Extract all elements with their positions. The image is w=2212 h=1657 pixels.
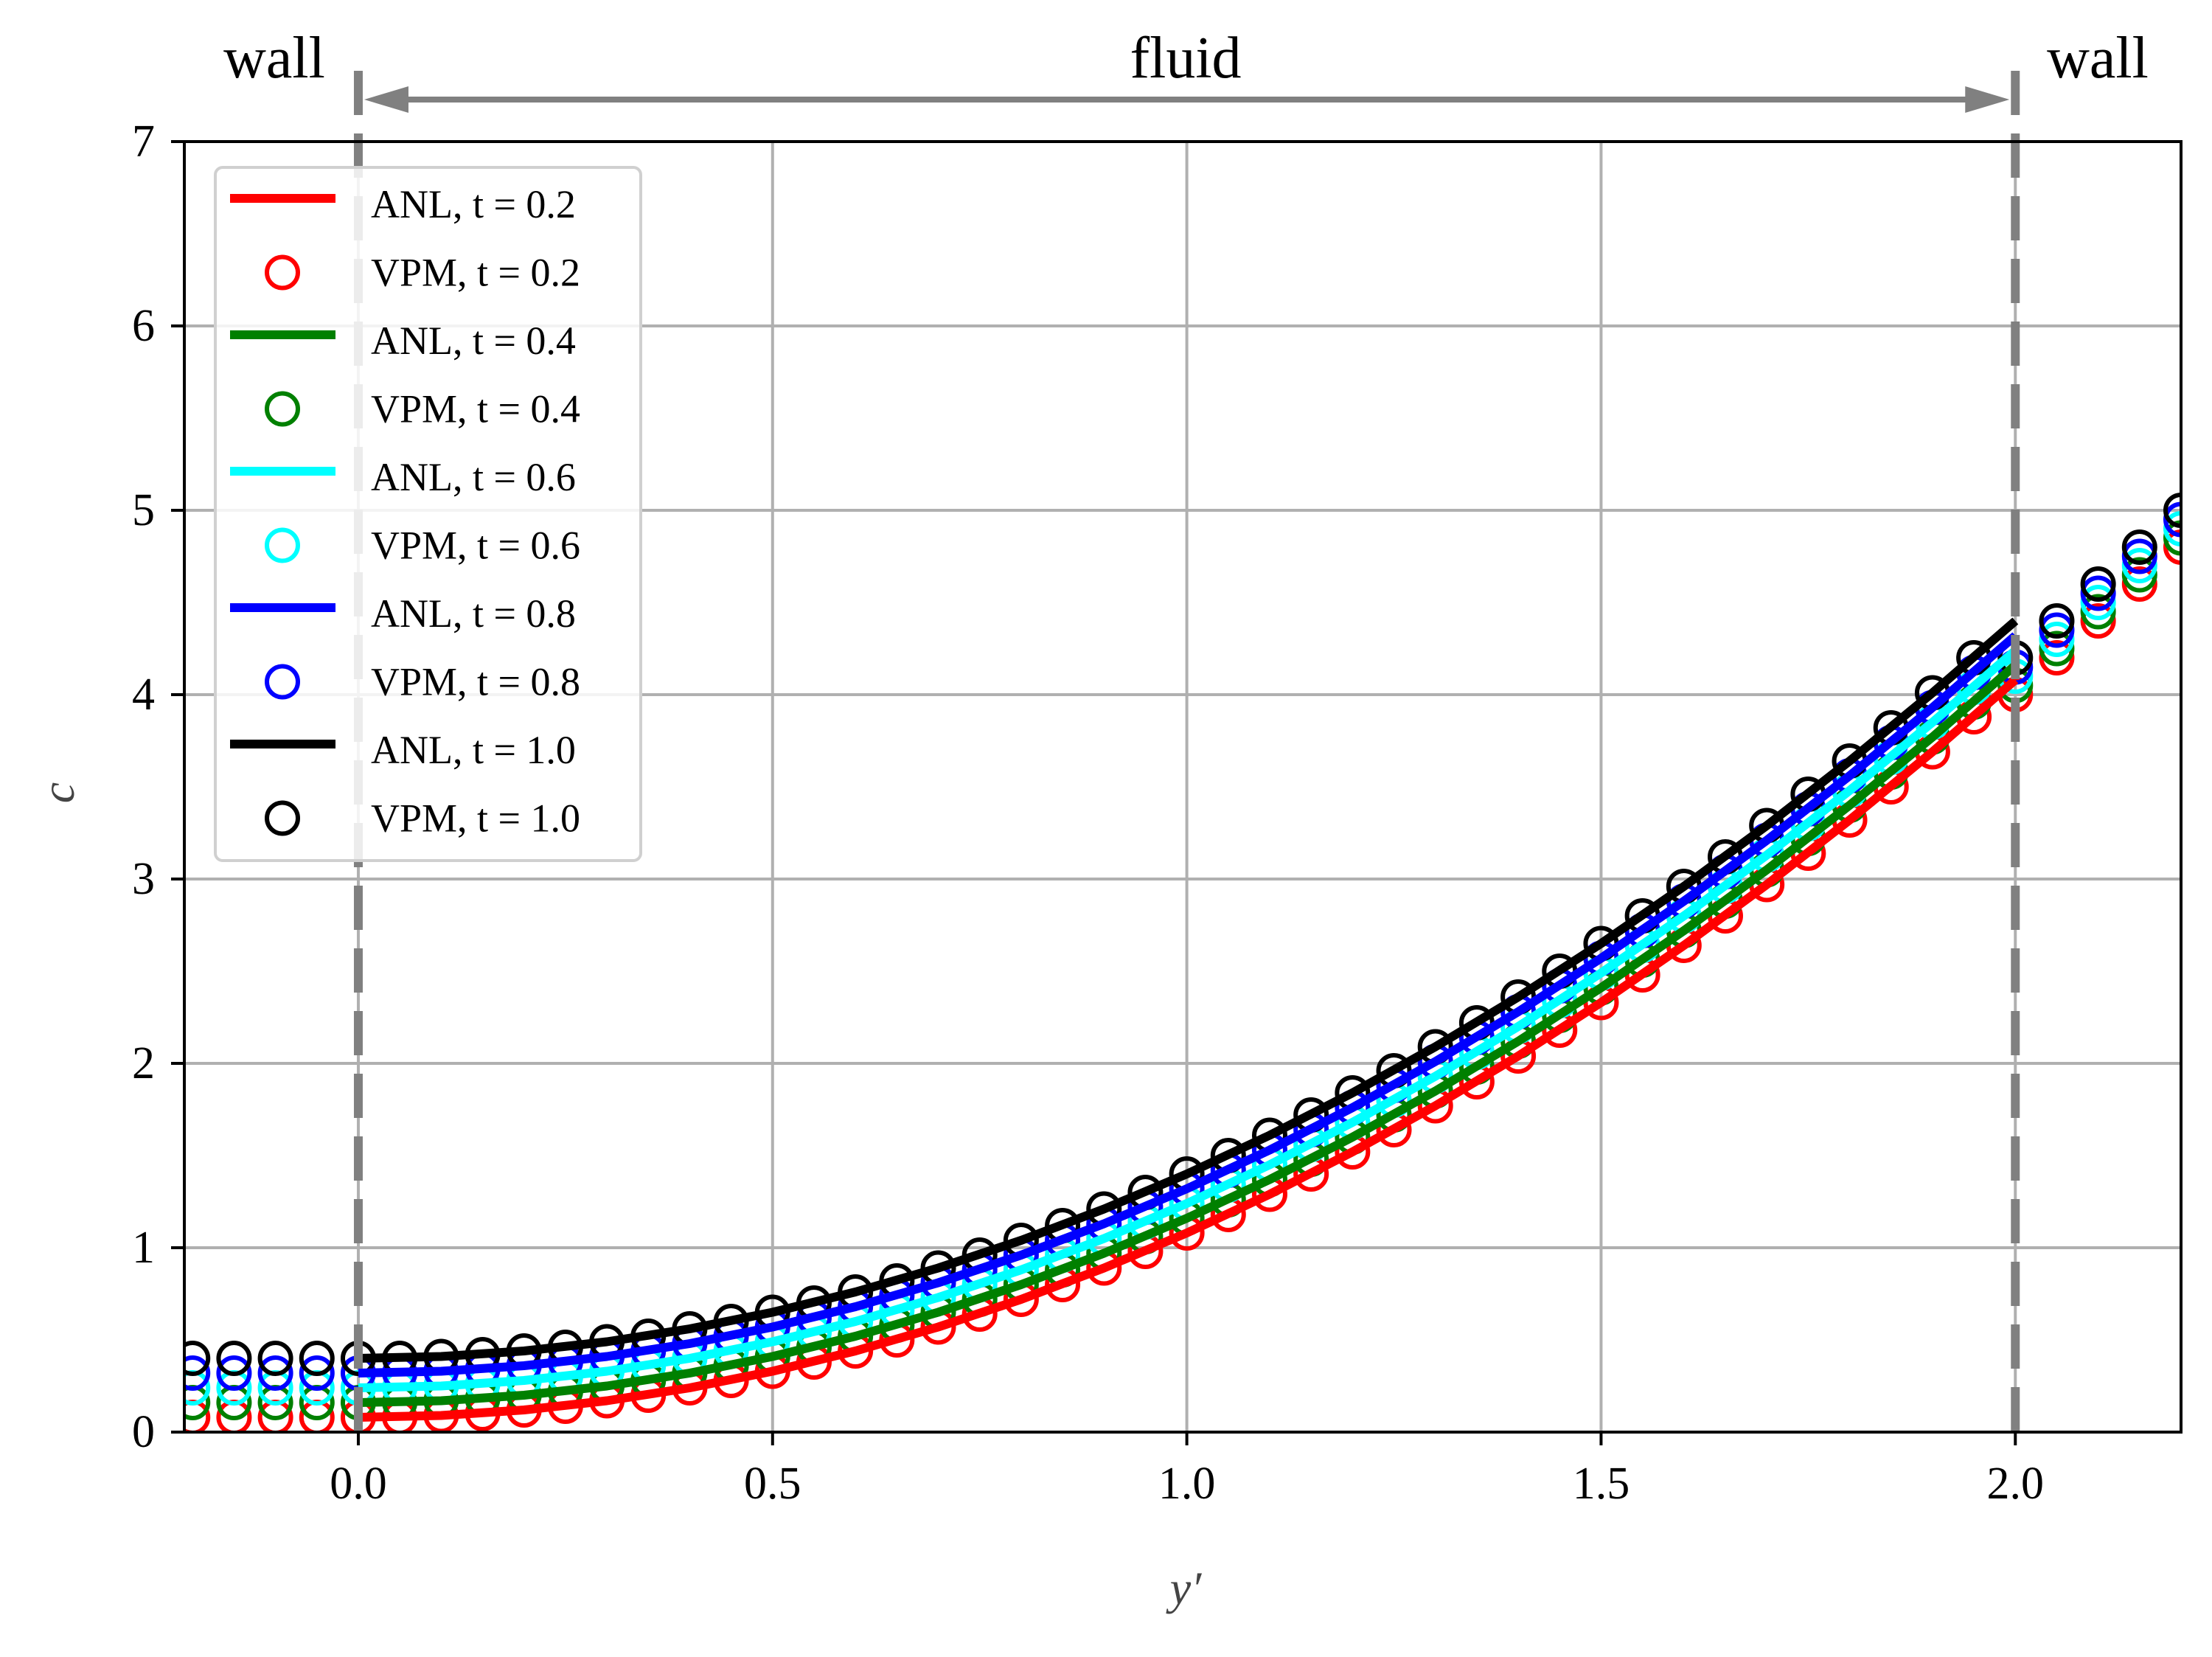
- legend-label: VPM, t = 0.4: [371, 387, 580, 431]
- vpm-marker: [216, 1341, 252, 1376]
- vpm-marker: [2121, 538, 2157, 574]
- vpm-marker: [2121, 566, 2157, 602]
- legend-marker-swatch: [265, 800, 300, 836]
- legend-label: ANL, t = 0.8: [371, 591, 576, 636]
- y-tick-label: 1: [132, 1223, 155, 1273]
- arrow-right-icon: [1965, 86, 2010, 113]
- vpm-marker: [2080, 566, 2116, 602]
- anl-line: [358, 676, 2019, 1422]
- legend-label: ANL, t = 0.6: [371, 455, 576, 499]
- vpm-marker: [2080, 575, 2116, 611]
- series-group: [184, 493, 2181, 1432]
- legend-label: ANL, t = 0.4: [371, 319, 576, 363]
- vpm-marker: [184, 1341, 211, 1376]
- fluid-label: fluid: [1130, 26, 1241, 91]
- y-tick-label: 2: [132, 1038, 155, 1088]
- legend-label: ANL, t = 1.0: [371, 728, 576, 772]
- x-tick-label: 1.5: [1573, 1459, 1630, 1509]
- vpm-marker: [184, 1355, 211, 1391]
- anl-line: [358, 617, 2019, 1363]
- arrow-left-icon: [364, 86, 408, 113]
- y-tick-label: 0: [132, 1407, 155, 1457]
- vpm-marker: [2039, 640, 2075, 675]
- legend: ANL, t = 0.2 VPM, t = 0.2 ANL, t = 0.4 VPM,…: [214, 166, 642, 862]
- vpm-marker: [2080, 594, 2116, 630]
- vpm-marker: [2039, 631, 2075, 667]
- vpm-marker: [257, 1341, 293, 1376]
- vpm-marker: [2121, 529, 2157, 565]
- legend-marker-swatch: [265, 391, 300, 427]
- vpm-marker: [299, 1341, 335, 1376]
- x-tick-label: 2.0: [1987, 1459, 2045, 1509]
- vpm-marker: [299, 1355, 335, 1391]
- x-tick-label: 0.0: [330, 1459, 387, 1509]
- x-tick-label: 1.0: [1158, 1459, 1216, 1509]
- vpm-marker: [2039, 612, 2075, 648]
- legend-marker-swatch: [265, 527, 300, 563]
- legend-box: [214, 166, 642, 862]
- y-tick-label: 5: [132, 485, 155, 535]
- axes-frame: [183, 140, 2183, 1434]
- vpm-marker: [2080, 585, 2116, 620]
- vpm-marker: [2039, 603, 2075, 639]
- x-axis-label: y′: [1166, 1562, 1202, 1614]
- vpm-marker: [257, 1355, 293, 1391]
- legend-marker-swatch: [265, 254, 300, 291]
- vpm-marker: [2163, 511, 2181, 546]
- vpm-marker: [216, 1355, 252, 1391]
- vpm-marker: [2163, 501, 2181, 538]
- vpm-marker: [2163, 529, 2181, 565]
- legend-label: VPM, t = 0.2: [371, 251, 580, 295]
- y-tick-label: 6: [132, 301, 155, 351]
- vpm-marker: [2163, 493, 2181, 528]
- annotations: wall fluid wall: [223, 26, 2149, 91]
- anl-line: [358, 647, 2019, 1392]
- ticks: 0.0 0.5 1.0 1.5 2.0 0 1 2 3 4 5 6 7: [132, 117, 2044, 1509]
- vpm-marker: [2121, 557, 2157, 593]
- y-tick-label: 3: [132, 854, 155, 904]
- y-tick-label: 7: [132, 117, 155, 167]
- wall-left-label: wall: [223, 26, 325, 91]
- wall-right-label: wall: [2047, 26, 2149, 91]
- anl-line: [358, 632, 2019, 1378]
- legend-label: VPM, t = 1.0: [371, 796, 580, 841]
- legend-label: VPM, t = 0.8: [371, 660, 580, 704]
- plot-area: [184, 493, 2181, 1432]
- vpm-marker: [2039, 622, 2075, 657]
- vpm-marker: [2080, 603, 2116, 639]
- legend-label: VPM, t = 0.6: [371, 524, 580, 568]
- anl-line: [358, 661, 2019, 1407]
- vpm-marker: [2163, 520, 2181, 556]
- x-tick-label: 0.5: [744, 1459, 801, 1509]
- y-tick-label: 4: [132, 670, 155, 720]
- legend-marker-swatch: [265, 664, 300, 700]
- vpm-marker: [2121, 548, 2157, 583]
- y-axis-label: c: [32, 782, 84, 803]
- legend-label: ANL, t = 0.2: [371, 182, 576, 226]
